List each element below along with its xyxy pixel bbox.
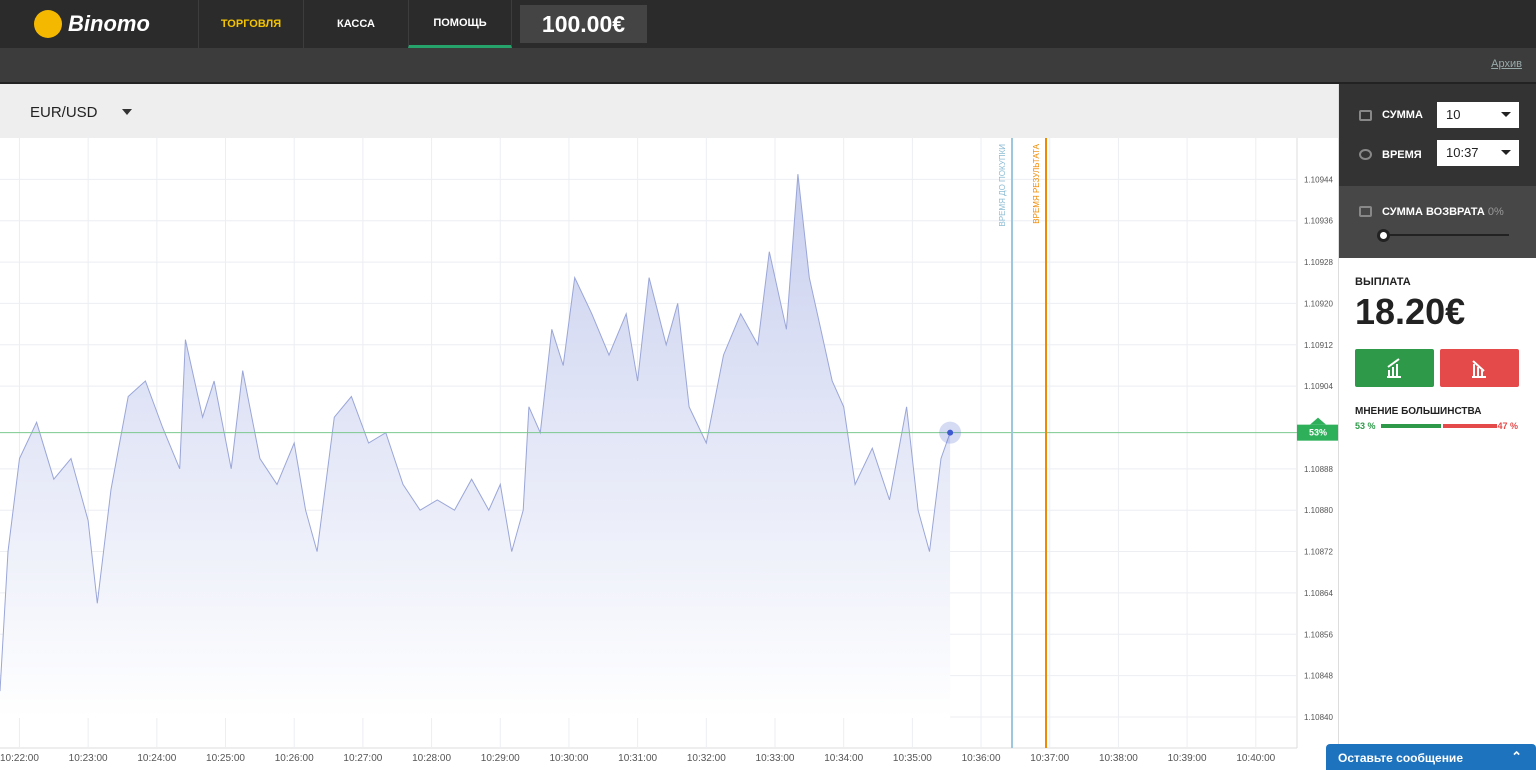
- down-bar: [1443, 424, 1497, 428]
- x-tick-label: 10:26:00: [275, 753, 314, 764]
- x-tick-label: 10:25:00: [206, 753, 245, 764]
- price-tag-arrow: [1310, 417, 1326, 425]
- x-tick-label: 10:27:00: [343, 753, 382, 764]
- coins-icon: [1359, 110, 1372, 121]
- x-tick-label: 10:28:00: [412, 753, 451, 764]
- refund: СУММА ВОЗВРАТА 0%: [1339, 186, 1536, 258]
- y-tick-label: 1.10864: [1304, 589, 1333, 598]
- down-button[interactable]: [1440, 349, 1519, 387]
- trade-panel: СУММА 10 ВРЕМЯ 10:37 СУММА ВОЗВРАТА 0% В…: [1338, 84, 1536, 770]
- y-tick-label: 1.10936: [1304, 217, 1333, 226]
- safe-icon: [1359, 206, 1372, 217]
- y-tick-label: 1.10912: [1304, 341, 1333, 350]
- up-button[interactable]: [1355, 349, 1434, 387]
- payout: 18.20€: [1355, 291, 1466, 332]
- price-tag-text: 53%: [1309, 428, 1327, 438]
- y-tick-label: 1.10840: [1304, 713, 1333, 722]
- amount-label: СУММА: [1382, 109, 1423, 121]
- chat-widget[interactable]: Оставьте сообщение ⌃: [1326, 744, 1536, 770]
- up-bar: [1381, 424, 1442, 428]
- instrument-bar: [0, 84, 1338, 138]
- logo[interactable]: Binomo: [34, 10, 150, 38]
- chart: EUR/USD 1.10944 1.10936 1.10928 1.10920 1.10…: [0, 84, 1338, 764]
- balance[interactable]: 100.00€: [520, 5, 647, 43]
- y-tick-label: 1.10872: [1304, 548, 1333, 557]
- result-line-label: ВРЕМЯ РЕЗУЛЬТАТА: [1032, 143, 1041, 223]
- refund-value: 0%: [1487, 206, 1504, 218]
- y-tick-label: 1.10944: [1304, 175, 1333, 184]
- logo-icon: [34, 10, 62, 38]
- refund-label: СУММА ВОЗВРАТА 0%: [1382, 206, 1504, 218]
- x-tick-label: 10:23:00: [69, 753, 108, 764]
- x-tick-label: 10:35:00: [893, 753, 932, 764]
- up-percent: 53 %: [1355, 421, 1376, 431]
- payout-label: ВЫПЛАТА: [1355, 276, 1411, 288]
- refund-label-text: СУММА ВОЗВРАТА: [1382, 206, 1485, 218]
- down-icon: [1472, 360, 1486, 378]
- nav-item[interactable]: КАССА: [303, 0, 408, 48]
- y-tick-label: 1.10880: [1304, 506, 1333, 515]
- current-point: [947, 429, 954, 436]
- up-icon: [1387, 358, 1401, 378]
- y-tick-label: 1.10928: [1304, 258, 1333, 267]
- majority-label: МНЕНИЕ БОЛЬШИНСТВА: [1355, 406, 1482, 417]
- x-tick-label: 10:32:00: [687, 753, 726, 764]
- chat-toggle[interactable]: ⌃: [1511, 749, 1522, 764]
- clock-icon: [1359, 149, 1372, 160]
- y-tick-label: 1.10904: [1304, 382, 1333, 391]
- slider-knob[interactable]: [1377, 229, 1390, 242]
- x-tick-label: 10:29:00: [481, 753, 520, 764]
- x-tick-label: 10:31:00: [618, 753, 657, 764]
- x-tick-label: 10:24:00: [137, 753, 176, 764]
- purchase-line-label: ВРЕМЯ ДО ПОКУПКИ: [998, 144, 1007, 227]
- area: [0, 174, 951, 718]
- slider-track: [1383, 234, 1509, 236]
- nav-item[interactable]: ПОМОЩЬ: [408, 0, 512, 48]
- logo-text: Binomo: [68, 11, 150, 36]
- y-tick-label: 1.10856: [1304, 630, 1333, 639]
- y-tick-label: 1.10920: [1304, 299, 1333, 308]
- x-tick-label: 10:38:00: [1099, 753, 1138, 764]
- x-tick-label: 10:39:00: [1168, 753, 1207, 764]
- y-tick-label: 1.10888: [1304, 465, 1333, 474]
- down-percent: 47 %: [1497, 421, 1518, 431]
- time-label: ВРЕМЯ: [1382, 149, 1422, 161]
- chat-text: Оставьте сообщение: [1338, 751, 1463, 765]
- y-tick-label: 1.10848: [1304, 672, 1333, 681]
- x-tick-label: 10:22:00: [0, 753, 39, 764]
- price-line: [0, 174, 951, 692]
- sub-bar: Архив: [0, 48, 1536, 84]
- x-tick-label: 10:34:00: [824, 753, 863, 764]
- instrument-caret[interactable]: [122, 109, 132, 115]
- x-tick-label: 10:40:00: [1236, 753, 1275, 764]
- header: Binomo ТОРГОВЛЯ КАССА ПОМОЩЬ 100.00€: [0, 0, 1536, 48]
- majority-bar: [1381, 424, 1497, 428]
- nav-item[interactable]: ТОРГОВЛЯ: [198, 0, 303, 48]
- x-tick-label: 10:33:00: [756, 753, 795, 764]
- time-select[interactable]: 10:37: [1437, 140, 1519, 166]
- x-tick-label: 10:36:00: [962, 753, 1001, 764]
- settings: СУММА 10 ВРЕМЯ 10:37: [1339, 84, 1536, 186]
- x-tick-label: 10:30:00: [549, 753, 588, 764]
- price-tag: [1297, 424, 1338, 441]
- amount-select[interactable]: 10: [1437, 102, 1519, 128]
- x-tick-label: 10:37:00: [1030, 753, 1069, 764]
- archive-link[interactable]: Архив: [1491, 58, 1522, 70]
- instrument[interactable]: EUR/USD: [30, 104, 98, 121]
